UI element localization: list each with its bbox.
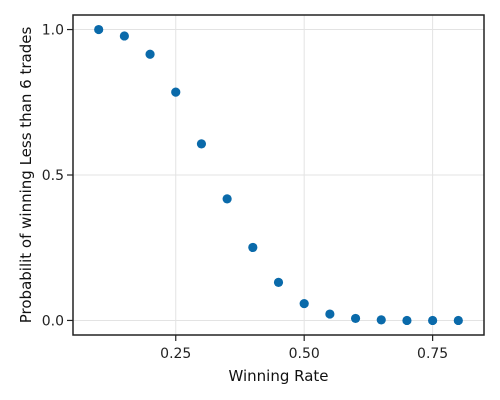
data-point [223,194,232,203]
data-point [300,299,309,308]
y-axis-label: Probabilit of winning Less than 6 trades [17,27,35,324]
y-tick-label: 0.5 [42,168,64,184]
data-point [351,314,360,323]
x-tick-label: 0.50 [289,346,320,362]
grid-lines [73,15,484,335]
data-point [171,87,180,96]
data-point [94,25,103,34]
data-point [120,31,129,40]
data-point [197,139,206,148]
data-point [325,309,334,318]
x-tick-label: 0.75 [417,346,448,362]
data-point [248,243,257,252]
x-axis-label: Winning Rate [228,367,328,385]
data-point [274,278,283,287]
data-point [145,50,154,59]
data-point [428,316,437,325]
y-tick-label: 1.0 [42,23,64,39]
data-point [377,315,386,324]
x-tick-label: 0.25 [160,346,191,362]
data-point [454,316,463,325]
y-tick-label: 0.0 [42,313,64,329]
data-point [402,316,411,325]
axis-ticks: 0.25 0.50 0.75 0.0 0.5 1.0 [42,23,448,362]
